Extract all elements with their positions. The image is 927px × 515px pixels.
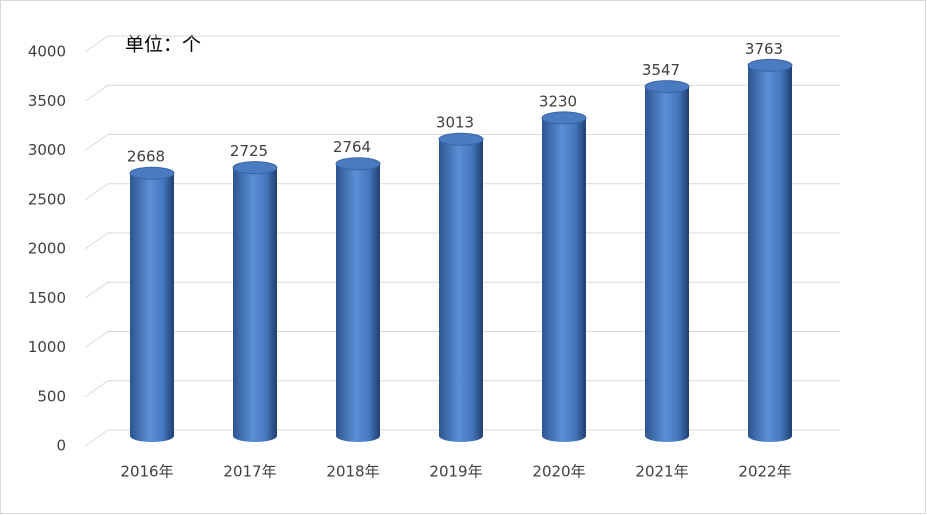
bar <box>335 157 381 442</box>
grid-line <box>84 134 840 151</box>
grid-line <box>84 232 840 250</box>
bar-top <box>129 166 175 180</box>
y-tick-label: 0 <box>56 437 66 455</box>
y-tick-label: 1000 <box>28 338 66 356</box>
bar-top <box>335 157 381 171</box>
x-tick-label: 2020年 <box>532 463 585 481</box>
y-tick-label: 1500 <box>28 289 66 307</box>
grid-line <box>84 429 840 447</box>
x-tick-label: 2019年 <box>429 463 482 481</box>
y-tick-label: 3000 <box>28 141 66 159</box>
bar <box>541 111 587 442</box>
bar <box>129 166 175 442</box>
bar-body <box>542 117 586 442</box>
data-label: 3013 <box>436 114 474 132</box>
x-tick-label: 2022年 <box>738 463 791 481</box>
grid-line <box>84 281 840 299</box>
unit-annotation: 单位：个 <box>125 34 201 56</box>
bar <box>438 132 484 443</box>
bar-top <box>541 111 587 125</box>
x-tick-label: 2021年 <box>635 463 688 481</box>
data-label: 2764 <box>333 138 371 156</box>
bar-body <box>130 173 174 442</box>
bar-top <box>644 80 690 94</box>
bar-body <box>336 163 380 442</box>
bar-body <box>233 167 277 442</box>
data-label: 2725 <box>230 142 268 160</box>
y-tick-label: 2000 <box>28 240 66 258</box>
bar <box>644 80 690 443</box>
bar <box>747 58 793 443</box>
bar-body <box>748 65 792 443</box>
data-label: 2668 <box>127 148 165 166</box>
grid-line <box>84 84 840 102</box>
bar-top <box>747 58 793 72</box>
y-tick-label: 500 <box>37 387 66 405</box>
bar-body <box>439 139 483 443</box>
grid-line <box>84 35 840 53</box>
grid-line <box>84 380 840 398</box>
x-tick-label: 2016年 <box>120 463 173 481</box>
y-tick-label: 4000 <box>28 43 66 61</box>
x-tick-label: 2017年 <box>223 463 276 481</box>
data-label: 3230 <box>539 92 577 110</box>
y-tick-label: 2500 <box>28 190 66 208</box>
bar-body <box>645 86 689 443</box>
bar-top <box>232 161 278 175</box>
grid-line <box>84 183 840 201</box>
data-label: 3547 <box>642 61 680 79</box>
grid-line <box>84 331 840 348</box>
bar <box>232 161 278 442</box>
data-label: 3763 <box>745 40 783 58</box>
bar-top <box>438 132 484 146</box>
x-tick-label: 2018年 <box>326 463 379 481</box>
y-tick-label: 3500 <box>28 92 66 110</box>
